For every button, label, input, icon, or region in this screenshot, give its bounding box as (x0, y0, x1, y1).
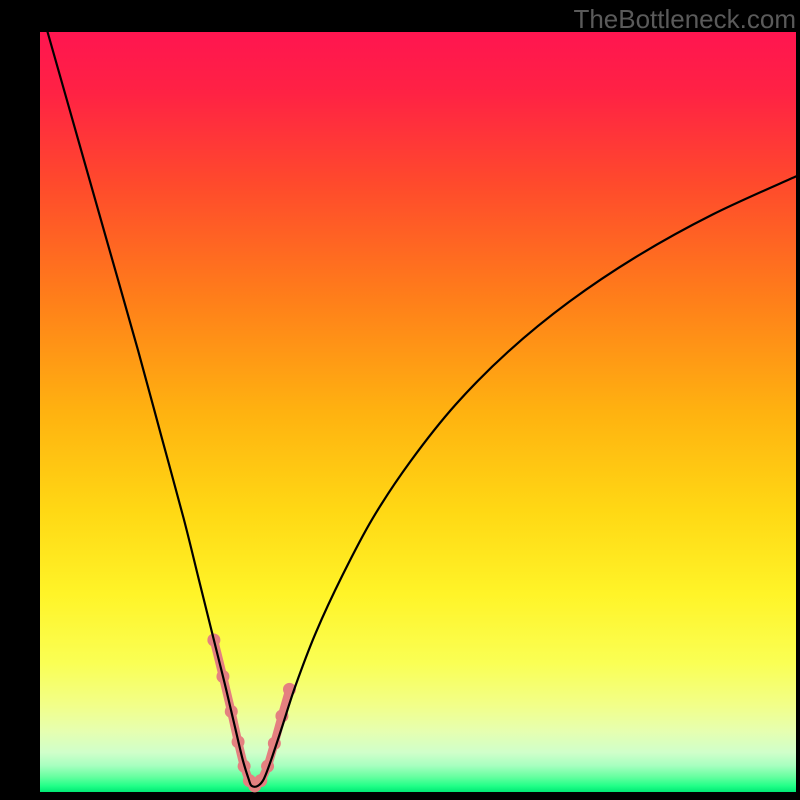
plot-background (40, 32, 796, 792)
chart-stage: TheBottleneck.com (0, 0, 800, 800)
watermark-text: TheBottleneck.com (573, 4, 796, 35)
plot-area (40, 32, 796, 792)
plot-svg (40, 32, 796, 792)
